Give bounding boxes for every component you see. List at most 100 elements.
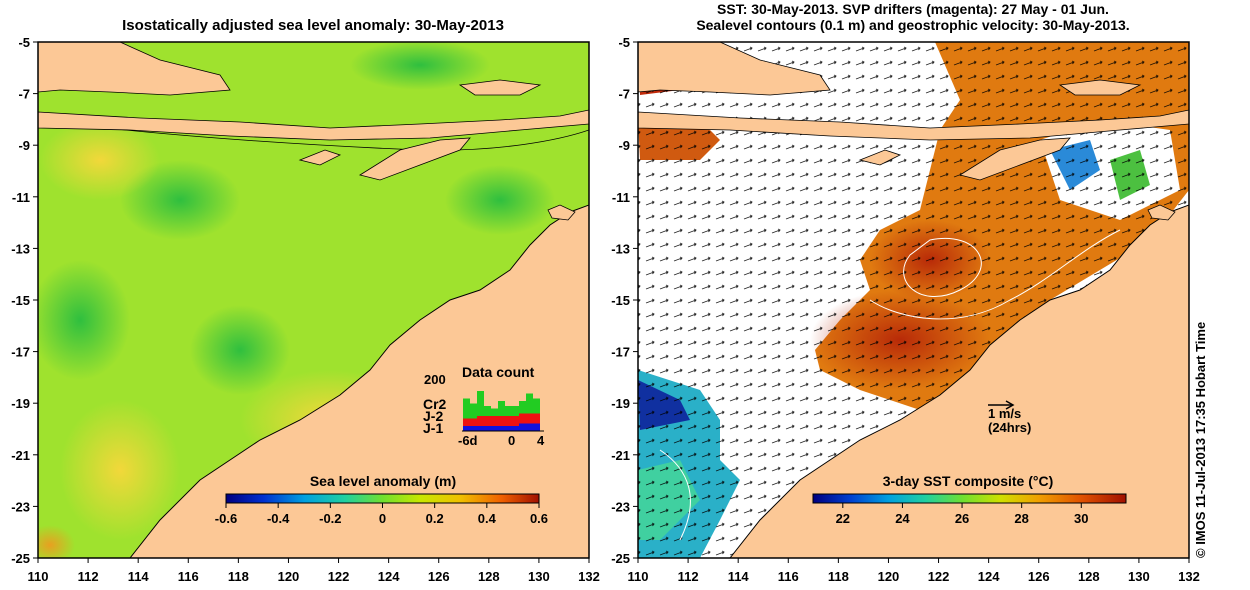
imos-credit: © IMOS 11-Jul-2013 17:35 Hobart Time — [1193, 322, 1208, 558]
bar-j1 — [484, 426, 491, 431]
lon-tick-label: 126 — [428, 569, 450, 584]
bar-j2 — [463, 418, 470, 426]
sla-colorbar-ticks: -0.6 -0.4 -0.2 0 0.2 0.4 0.6 — [215, 503, 548, 526]
legend-j1: J-1 — [423, 420, 443, 436]
bar-cr2 — [470, 403, 477, 419]
legend-cr2: Cr2 — [423, 396, 447, 412]
lon-tick-label: 114 — [128, 569, 150, 584]
bar-j2 — [526, 413, 533, 424]
bar-j2 — [512, 416, 519, 426]
sealevel-contour — [869, 229, 1121, 320]
lat-tick-label: -15 — [11, 293, 30, 308]
data-count-inset: Data count 200 -6d 0 4 Cr2 J-2 J-1 — [423, 364, 545, 448]
sla-title: Isostatically adjusted sea level anomaly… — [122, 17, 504, 34]
lon-tick-label: 120 — [278, 569, 300, 584]
lon-tick-label: 112 — [78, 569, 99, 584]
bar-cr2 — [484, 406, 491, 416]
lon-tick-label: 110 — [28, 569, 49, 584]
data-count-xlabel-zero: 0 — [508, 433, 515, 448]
lat-tick-label: -21 — [611, 448, 630, 463]
lat-tick-label: -17 — [11, 345, 30, 360]
lat-tick-label: -19 — [11, 396, 30, 411]
bar-j2 — [470, 418, 477, 426]
colorbar-tick-label: 30 — [1074, 511, 1088, 526]
lat-tick-label: -5 — [618, 35, 630, 50]
lon-tick-label: 116 — [778, 569, 799, 584]
velocity-scale-label: 1 m/s — [988, 406, 1021, 421]
island — [458, 79, 542, 96]
bar-cr2 — [491, 408, 498, 416]
bar-j1 — [519, 423, 526, 431]
lat-tick-label: -7 — [18, 87, 30, 102]
sla-high-anomaly — [60, 400, 180, 540]
map-axes: 110 112 114 116 118 120 122 124 126 128 130 132 -5 -7… — [11, 35, 1200, 584]
lon-tick-label: 114 — [728, 569, 750, 584]
data-count-xlabel-end: 4 — [537, 433, 545, 448]
lat-tick-label: -7 — [618, 87, 630, 102]
bar-j1 — [491, 426, 498, 431]
lat-tick-label: -17 — [611, 345, 630, 360]
velocity-scale: 1 m/s (24hrs) — [988, 400, 1031, 435]
lat-tick-label: -11 — [612, 190, 630, 205]
bar-cr2 — [519, 401, 526, 414]
bar-j1 — [470, 426, 477, 431]
bar-j1 — [463, 426, 470, 431]
lat-tick-label: -9 — [18, 138, 30, 153]
lat-tick-label: -25 — [11, 551, 30, 566]
lon-tick-label: 116 — [178, 569, 199, 584]
lon-tick-label: 124 — [378, 569, 400, 584]
timor-island — [358, 137, 471, 181]
lon-tick-label: 110 — [628, 569, 649, 584]
bar-j2 — [498, 416, 505, 426]
sla-high-anomaly — [38, 525, 75, 558]
colorbar-tick-label: 0.4 — [478, 511, 497, 526]
sla-low-anomaly — [190, 305, 290, 395]
lat-tick-label: -19 — [611, 396, 630, 411]
colorbar-tick-label: -0.4 — [267, 511, 290, 526]
colorbar-tick-label: 22 — [836, 511, 850, 526]
sst-map — [638, 42, 1189, 558]
lat-tick-label: -13 — [11, 241, 30, 256]
bar-cr2 — [477, 391, 484, 416]
bar-j2 — [477, 416, 484, 426]
bar-cr2 — [463, 398, 470, 419]
lon-tick-label: 118 — [828, 569, 849, 584]
bar-j2 — [505, 416, 512, 426]
timor-island — [958, 137, 1071, 181]
sumba-island — [858, 149, 902, 166]
lon-tick-label: 132 — [578, 569, 600, 584]
data-count-xlabel-start: -6d — [458, 433, 478, 448]
lon-tick-label: 118 — [228, 569, 249, 584]
sla-low-anomaly — [38, 260, 130, 380]
sla-low-anomaly — [350, 42, 490, 90]
sla-high-anomaly — [40, 120, 160, 200]
sla-colorbar-label: Sea level anomaly (m) — [310, 473, 456, 489]
sst-colorbar-ticks: 22 24 26 28 30 — [836, 503, 1089, 526]
bar-j2 — [484, 416, 491, 426]
sst-title-line2: Sealevel contours (0.1 m) and geostrophi… — [696, 17, 1129, 33]
sumba-island — [298, 149, 342, 166]
sla-map — [38, 42, 589, 558]
colorbar-tick-label: 28 — [1014, 511, 1028, 526]
colorbar-tick-label: 26 — [955, 511, 969, 526]
sst-title-line1: SST: 30-May-2013. SVP drifters (magenta)… — [717, 1, 1109, 17]
colorbar-tick-label: 0.6 — [530, 511, 548, 526]
bar-j2 — [519, 413, 526, 424]
java-island — [638, 42, 831, 96]
lon-tick-label: 130 — [528, 569, 550, 584]
data-count-title: Data count — [462, 364, 535, 380]
data-count-ymax: 200 — [424, 372, 446, 387]
sealevel-contour — [659, 449, 691, 541]
bar-j1 — [526, 423, 533, 431]
colorbar-tick-label: 0.2 — [426, 511, 444, 526]
lon-tick-label: 128 — [478, 569, 500, 584]
lon-tick-label: 120 — [878, 569, 900, 584]
lat-tick-label: -23 — [11, 499, 30, 514]
lat-tick-label: -23 — [611, 499, 630, 514]
bar-j1 — [498, 426, 505, 431]
lon-tick-label: 126 — [1028, 569, 1050, 584]
velocity-scale-sublabel: (24hrs) — [988, 420, 1031, 435]
colorbar-tick-label: 0 — [379, 511, 386, 526]
bar-cr2 — [526, 393, 533, 414]
